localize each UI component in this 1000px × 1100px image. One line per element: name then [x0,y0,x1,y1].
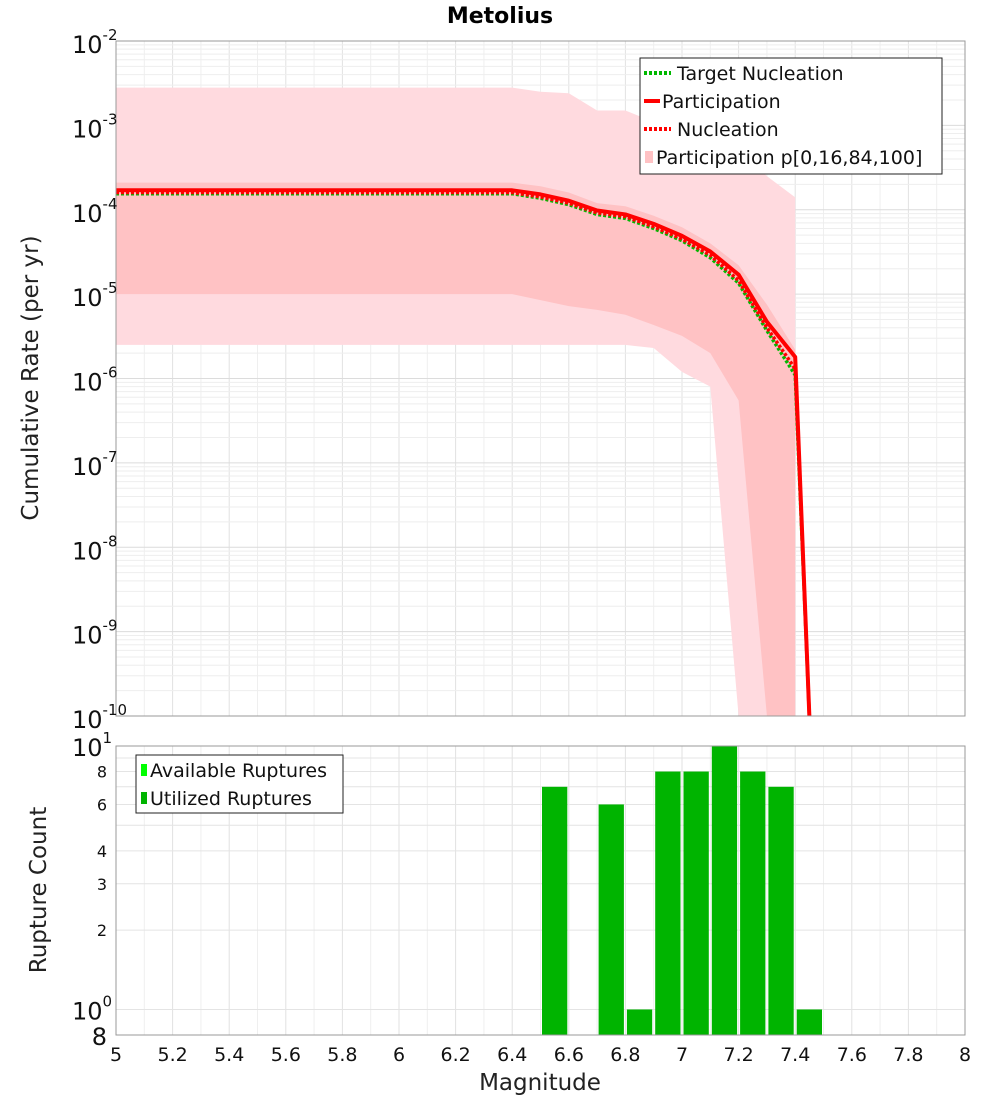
count-y-tick-label: 8 [92,1023,107,1051]
count-y-tick-label: 101 [72,729,112,762]
rate-y-tick-label: 10-7 [72,448,118,481]
bar-utilized [542,786,568,1035]
legend-label-available: Available Ruptures [150,760,327,782]
rate-y-axis-label: Cumulative Rate (per yr) [18,235,44,520]
rate-plot-frame [115,40,966,717]
rate-legend-box [639,57,943,175]
series-line-target-nucleation [116,191,812,717]
count-y-axis-label: Rupture Count [26,807,52,973]
rate-y-tick-label: 10-8 [72,532,118,565]
count-y-tick-label: 2 [97,921,107,940]
rate-y-tick-label: 10-10 [72,701,127,734]
count-y-tick-label: 6 [97,795,107,814]
legend-label-participation-band: Participation p[0,16,84,100] [656,147,922,169]
count-plot-frame [115,745,966,1036]
x-tick-label: 6.8 [610,1044,640,1066]
x-tick-label: 5.4 [214,1044,244,1066]
bar-utilized [598,804,624,1035]
count-x-ticks: 5 5.2 5.4 5.6 5.8 6 6.2 6.4 6.6 6.8 7 7.2 7.4 7.6 7.8 8 [110,1044,971,1066]
x-tick-label: 7.6 [837,1044,867,1066]
rate-lines [116,188,812,717]
x-tick-label: 7.8 [893,1044,923,1066]
bar-utilized [711,746,738,1035]
rate-panel: 10-10 10-9 10-8 10-7 10-6 10-5 10-4 10-3 10-2 Me… [18,4,966,734]
x-tick-label: 5.6 [271,1044,301,1066]
legend-label-participation: Participation [662,91,781,113]
x-tick-label: 7.4 [780,1044,810,1066]
series-line-nucleation [116,190,812,717]
legend-swatch-participation-band [645,151,653,163]
legend-label-nucleation: Nucleation [677,119,779,141]
x-tick-label: 6.6 [554,1044,584,1066]
bar-utilized [740,771,766,1035]
series-line-participation [116,188,812,717]
x-tick-label: 6 [393,1044,405,1066]
x-tick-label: 8 [959,1044,971,1066]
rate-y-tick-label: 10-4 [72,195,118,228]
count-y-tick-label: 3 [97,875,107,894]
x-tick-label: 7.2 [723,1044,753,1066]
bar-utilized [796,1009,822,1035]
bar-utilized [626,1009,653,1035]
x-tick-label: 5.8 [327,1044,357,1066]
chart-title: Metolius [447,4,553,29]
count-y-tick-label: 100 [72,992,112,1025]
rate-y-ticks: 10-10 10-9 10-8 10-7 10-6 10-5 10-4 10-3 10-2 [72,26,127,734]
count-y-tick-label: 4 [97,842,107,861]
count-legend-box [135,754,344,814]
rate-y-tick-label: 10-5 [72,279,118,312]
rate-y-tick-label: 10-2 [72,26,118,59]
x-axis-label: Magnitude [479,1070,601,1096]
count-y-tick-label: 8 [97,763,107,782]
rate-y-tick-label: 10-9 [72,617,118,650]
x-tick-label: 6.2 [440,1044,470,1066]
bar-utilized [768,786,794,1035]
count-legend: Available Ruptures Utilized Ruptures [135,754,344,814]
legend-label-target-nucleation: Target Nucleation [676,63,844,85]
x-tick-label: 7 [676,1044,688,1066]
rate-y-tick-label: 10-3 [72,110,118,143]
legend-label-utilized: Utilized Ruptures [150,788,312,810]
bar-utilized [683,771,709,1035]
bar-utilized [655,771,681,1035]
x-tick-label: 6.4 [497,1044,527,1066]
x-tick-label: 5 [110,1044,122,1066]
rate-y-tick-label: 10-6 [72,364,118,397]
x-tick-label: 5.2 [157,1044,187,1066]
legend-swatch-utilized [141,792,147,804]
legend-swatch-available [141,764,147,776]
count-bars [542,746,822,1035]
band-inner [116,182,796,716]
rate-legend: Target Nucleation Participation Nucleati… [639,57,943,175]
rate-bands [116,87,796,716]
